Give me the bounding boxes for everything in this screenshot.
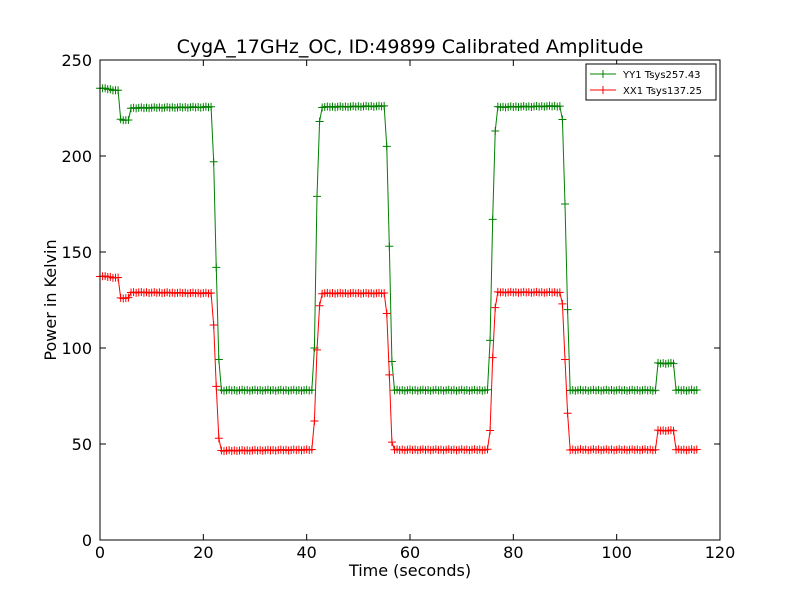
x-tick-label: 40 xyxy=(296,543,316,562)
y-tick-label: 0 xyxy=(82,531,92,550)
legend-box xyxy=(585,63,717,101)
data-point-xx1 xyxy=(214,434,223,443)
data-point-xx1 xyxy=(114,273,123,282)
data-point-yy1 xyxy=(491,127,500,136)
chart-title: CygA_17GHz_OC, ID:49899 Calibrated Ampli… xyxy=(177,36,644,58)
data-point-yy1 xyxy=(209,157,218,166)
x-tick-label: 100 xyxy=(601,543,632,562)
data-point-xx1 xyxy=(207,289,216,298)
data-point-xx1 xyxy=(212,382,221,391)
data-point-xx1 xyxy=(124,293,133,302)
data-point-yy1 xyxy=(214,355,223,364)
y-tick-label: 150 xyxy=(61,243,92,262)
data-point-yy1 xyxy=(486,336,495,345)
data-point-xx1 xyxy=(692,445,701,454)
data-point-yy1 xyxy=(555,102,564,111)
data-point-xx1 xyxy=(382,309,391,318)
data-point-yy1 xyxy=(385,242,394,251)
y-tick-label: 100 xyxy=(61,339,92,358)
data-point-xx1 xyxy=(385,370,394,379)
plot-area: 0 20 40 60 80 100 120 0 50 100 150 200 250 xyxy=(61,51,735,562)
x-axis: 0 20 40 60 80 100 120 xyxy=(95,60,735,562)
data-point-yy1 xyxy=(124,116,133,125)
legend-marker-xx1 xyxy=(599,86,607,94)
y-tick-label: 50 xyxy=(72,435,92,454)
y-axis-label: Power in Kelvin xyxy=(41,239,60,360)
data-point-yy1 xyxy=(692,386,701,395)
data-point-xx1 xyxy=(491,303,500,312)
series-layer xyxy=(96,84,701,456)
data-point-xx1 xyxy=(651,445,660,454)
y-axis: 0 50 100 150 200 250 xyxy=(61,51,720,550)
data-point-yy1 xyxy=(313,192,321,201)
x-tick-label: 0 xyxy=(95,543,105,562)
data-point-yy1 xyxy=(382,142,391,151)
data-point-yy1 xyxy=(207,102,216,111)
x-tick-label: 20 xyxy=(193,543,213,562)
plot-background xyxy=(100,60,720,540)
data-point-yy1 xyxy=(307,386,316,395)
legend: YY1 Tsys257.43 XX1 Tsys137.25 xyxy=(585,63,717,101)
x-axis-label: Time (seconds) xyxy=(348,561,471,580)
y-tick-label: 200 xyxy=(61,147,92,166)
data-point-yy1 xyxy=(488,215,497,224)
legend-entry-xx1: XX1 Tsys137.25 xyxy=(590,86,702,97)
data-point-yy1 xyxy=(558,115,567,124)
data-point-yy1 xyxy=(561,200,569,208)
x-tick-label: 120 xyxy=(705,543,736,562)
data-point-xx1 xyxy=(558,299,567,308)
series-xx1 xyxy=(96,272,701,456)
data-point-yy1 xyxy=(212,263,221,272)
series-yy1 xyxy=(96,84,701,395)
x-tick-label: 80 xyxy=(503,543,523,562)
data-point-xx1 xyxy=(307,445,316,454)
data-point-yy1 xyxy=(315,117,324,126)
data-point-xx1 xyxy=(563,409,572,418)
data-point-xx1 xyxy=(315,301,324,310)
data-point-xx1 xyxy=(488,353,497,362)
data-point-xx1 xyxy=(483,445,492,454)
data-point-yy1 xyxy=(380,101,389,110)
legend-marker-yy1 xyxy=(599,70,607,78)
y-tick-label: 250 xyxy=(61,51,92,70)
data-point-xx1 xyxy=(209,320,218,329)
legend-label-yy1: YY1 Tsys257.43 xyxy=(622,70,701,81)
data-point-xx1 xyxy=(555,288,564,297)
data-point-xx1 xyxy=(669,426,678,435)
data-point-xx1 xyxy=(387,438,396,447)
data-point-yy1 xyxy=(114,86,123,95)
x-tick-label: 60 xyxy=(400,543,420,562)
data-point-xx1 xyxy=(313,345,321,354)
data-point-yy1 xyxy=(563,305,572,314)
legend-label-xx1: XX1 Tsys137.25 xyxy=(623,86,702,97)
data-point-xx1 xyxy=(561,355,569,364)
data-point-yy1 xyxy=(483,385,492,394)
data-point-xx1 xyxy=(380,289,389,298)
data-point-xx1 xyxy=(310,416,319,425)
legend-entry-yy1: YY1 Tsys257.43 xyxy=(590,70,701,81)
data-point-yy1 xyxy=(651,386,660,395)
data-point-xx1 xyxy=(486,426,495,435)
data-point-yy1 xyxy=(669,359,678,368)
